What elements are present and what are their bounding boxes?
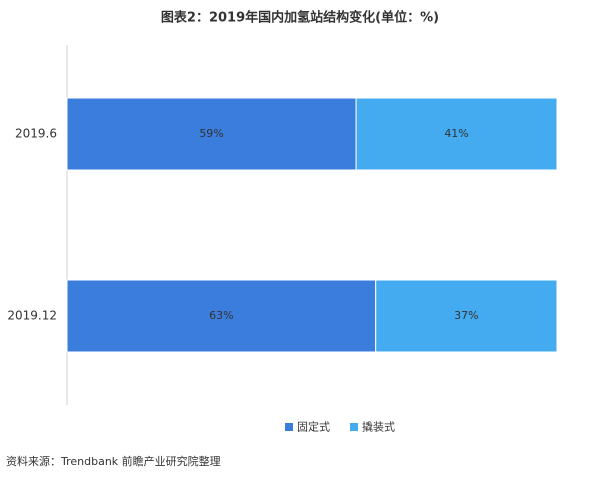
legend-label: 撬装式 <box>362 420 395 434</box>
chart-title: 图表2：2019年国内加氢站结构变化(单位：%) <box>161 10 439 26</box>
bar-segment <box>355 97 558 171</box>
legend-swatch <box>285 423 293 431</box>
legend-label: 固定式 <box>297 420 330 434</box>
legend-swatch <box>350 423 358 431</box>
y-tick-label: 2019.6 <box>15 127 57 141</box>
data-label: 37% <box>454 309 478 322</box>
bar-segment <box>66 279 377 353</box>
data-label: 59% <box>199 127 223 140</box>
bar-segment <box>66 97 357 171</box>
data-label: 41% <box>444 127 468 140</box>
bar-segment <box>375 279 558 353</box>
y-tick-label: 2019.12 <box>7 309 57 323</box>
data-label: 63% <box>209 309 233 322</box>
source-note: 资料来源：Trendbank 前瞻产业研究院整理 <box>6 454 221 468</box>
